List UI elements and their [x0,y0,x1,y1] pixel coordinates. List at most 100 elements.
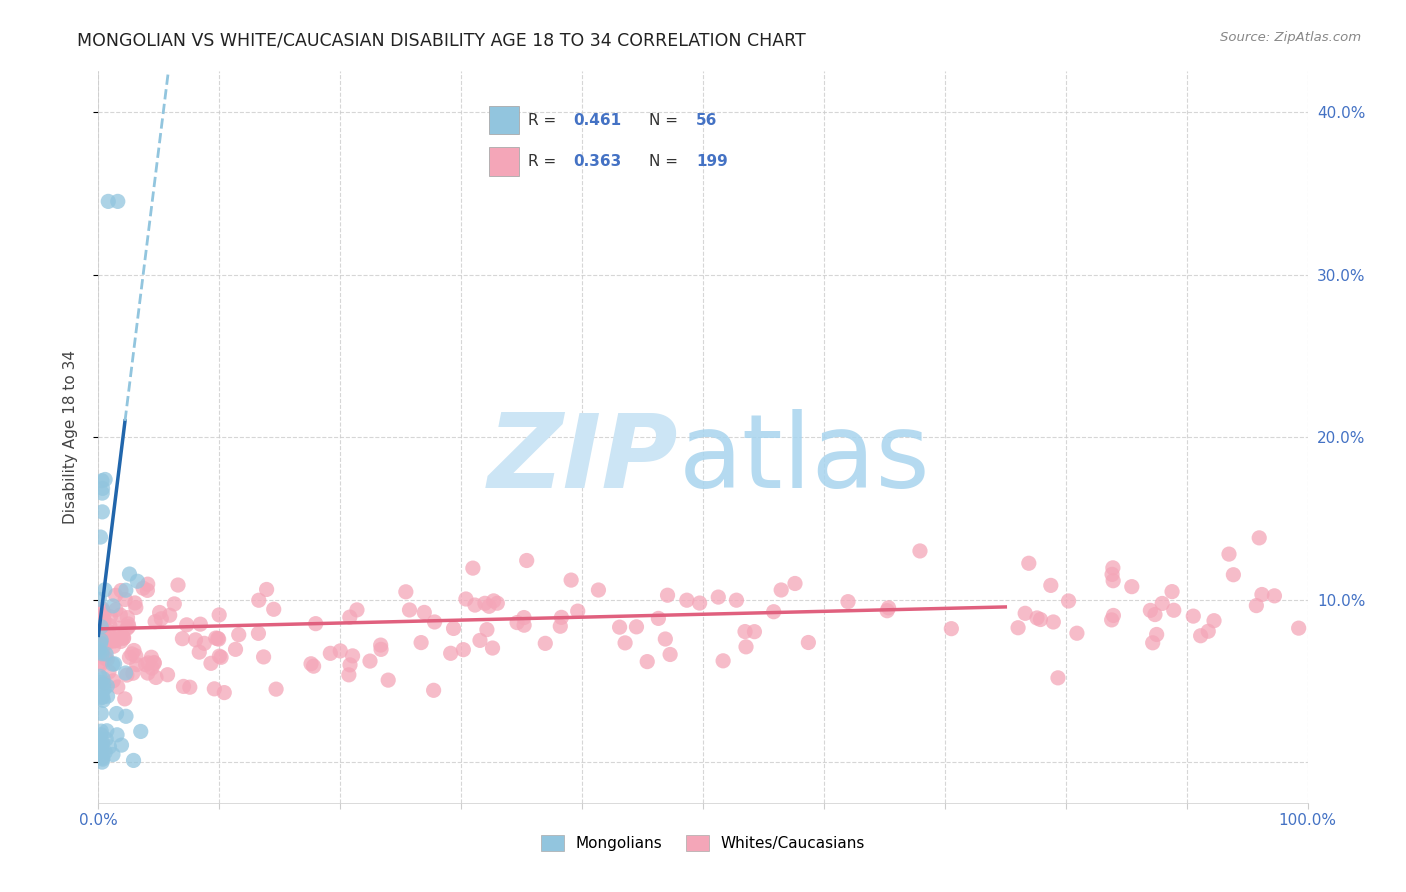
Point [108,626,131,640]
Point [411,635,433,649]
Point [97,665,120,679]
Text: Source: ZipAtlas.com: Source: ZipAtlas.com [1220,31,1361,45]
Point [188,617,211,632]
Text: MONGOLIAN VS WHITE/CAUCASIAN DISABILITY AGE 18 TO 34 CORRELATION CHART: MONGOLIAN VS WHITE/CAUCASIAN DISABILITY … [77,31,806,49]
Point [454,592,477,607]
Point [657,588,679,602]
Point [89,645,111,659]
Point [1182,609,1205,624]
Point [339,657,361,672]
Point [1101,613,1123,627]
Point [103,640,125,654]
Point [104,588,127,602]
Point [94,582,117,597]
Point [125,648,148,663]
Point [1102,574,1125,588]
Point [89,530,111,544]
Point [735,640,758,654]
Point [122,643,145,657]
Point [1039,578,1062,592]
Point [567,604,589,618]
Point [370,638,392,652]
Point [208,649,231,664]
Point [359,654,381,668]
Point [1018,556,1040,570]
Point [534,636,557,650]
Point [339,610,361,624]
Point [87,731,110,745]
Point [91,755,114,769]
Point [114,583,136,598]
Point [93,604,115,618]
Point [96,652,118,666]
Point [299,657,322,671]
Point [101,633,124,648]
Point [770,582,793,597]
Point [1288,621,1310,635]
Point [156,667,179,681]
Point [1197,624,1219,639]
Point [104,603,127,617]
Point [122,666,145,681]
Point [97,624,120,639]
Point [481,640,503,655]
Point [188,645,211,659]
Text: atlas: atlas [679,409,931,509]
Point [90,740,112,755]
Point [1143,607,1166,622]
Point [127,574,149,589]
Point [676,593,699,607]
Point [636,655,658,669]
Point [1029,613,1052,627]
Point [89,675,111,690]
Point [1102,561,1125,575]
Point [115,709,138,723]
Point [93,607,115,622]
Point [94,745,117,759]
Point [689,596,711,610]
Point [91,752,114,766]
Point [90,724,112,739]
Point [136,577,159,591]
Point [110,738,132,752]
Point [132,581,155,595]
Point [145,670,167,684]
Point [167,578,190,592]
Point [125,657,148,672]
Point [118,619,141,633]
Point [110,634,132,648]
Point [1202,614,1225,628]
Legend: Mongolians, Whites/Caucasians: Mongolians, Whites/Caucasians [534,830,872,857]
Point [560,573,582,587]
Point [204,631,226,645]
Point [143,656,166,670]
Point [89,669,111,683]
Point [90,706,112,721]
Point [176,617,198,632]
Point [136,666,159,681]
Point [1218,547,1240,561]
Point [103,634,125,648]
Point [725,593,748,607]
Point [135,657,157,672]
Point [103,673,125,688]
Point [114,691,136,706]
Point [96,679,118,693]
Point [91,736,114,750]
Point [93,678,115,692]
Point [548,619,571,633]
Point [111,630,134,644]
Point [1014,607,1036,621]
Point [734,624,756,639]
Point [468,633,491,648]
Point [136,583,159,598]
Point [122,754,145,768]
Point [550,610,572,624]
Point [93,676,115,690]
Point [107,194,129,209]
Point [91,690,114,705]
Point [117,610,139,624]
Point [1161,584,1184,599]
Point [247,626,270,640]
Point [91,672,114,686]
